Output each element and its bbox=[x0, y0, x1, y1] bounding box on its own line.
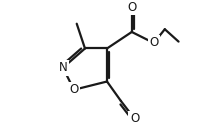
Text: O: O bbox=[130, 112, 139, 125]
Text: O: O bbox=[127, 1, 136, 14]
Text: N: N bbox=[59, 61, 67, 74]
Text: O: O bbox=[149, 37, 158, 49]
Text: O: O bbox=[69, 83, 79, 96]
